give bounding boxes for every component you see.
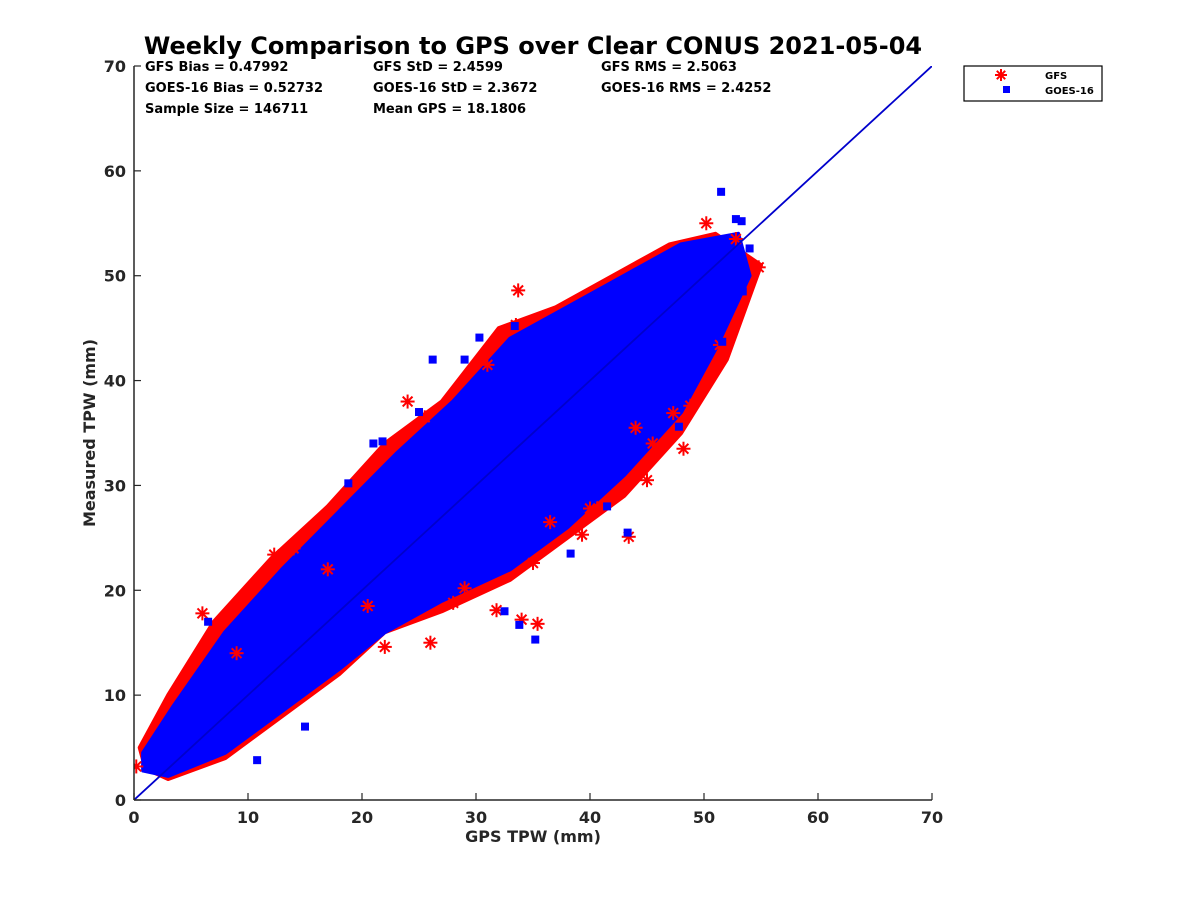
gfs-point bbox=[575, 527, 590, 542]
stat-goes16-bias: GOES-16 Bias = 0.52732 bbox=[145, 81, 323, 96]
stat-mean-gps: Mean GPS = 18.1806 bbox=[373, 102, 526, 117]
stat-gfs-rms: GFS RMS = 2.5063 bbox=[601, 60, 737, 75]
gfs-point bbox=[489, 603, 504, 618]
x-axis-label: GPS TPW (mm) bbox=[465, 827, 601, 846]
goes16-point bbox=[460, 355, 469, 364]
gfs-point bbox=[511, 283, 526, 298]
gfs-point bbox=[640, 473, 654, 488]
gfs-point bbox=[526, 556, 540, 571]
gfs-point bbox=[423, 635, 438, 650]
stat-sample-size: Sample Size = 146711 bbox=[145, 102, 308, 117]
goes16-point bbox=[731, 215, 740, 224]
y-tick-label: 20 bbox=[104, 581, 126, 600]
y-tick-label: 70 bbox=[104, 57, 126, 76]
goes16-point bbox=[531, 635, 540, 644]
gfs-point bbox=[645, 436, 660, 451]
goes16-point bbox=[443, 562, 452, 571]
gfs-point bbox=[446, 595, 461, 610]
y-tick-label: 60 bbox=[104, 162, 126, 181]
goes16-point bbox=[204, 617, 213, 626]
legend-gfs-label: GFS bbox=[1045, 71, 1067, 82]
stat-goes16-std: GOES-16 StD = 2.3672 bbox=[373, 81, 537, 96]
goes16-point-cloud bbox=[141, 231, 752, 778]
gfs-point bbox=[195, 606, 210, 621]
legend-goes16-label: GOES-16 bbox=[1045, 86, 1094, 97]
goes16-point bbox=[737, 217, 746, 226]
y-tick-label: 0 bbox=[115, 791, 126, 810]
plot-area bbox=[134, 66, 932, 800]
gfs-point bbox=[676, 441, 691, 456]
gfs-point bbox=[229, 646, 244, 661]
gfs-point bbox=[134, 759, 144, 774]
x-tick-label: 70 bbox=[921, 808, 943, 827]
gfs-point bbox=[320, 562, 335, 577]
goes16-point bbox=[515, 620, 524, 629]
x-tick-label: 20 bbox=[351, 808, 373, 827]
y-axis-label: Measured TPW (mm) bbox=[80, 339, 99, 527]
y-tick-label: 30 bbox=[104, 476, 126, 495]
x-tick-label: 30 bbox=[465, 808, 487, 827]
goes16-point bbox=[603, 502, 612, 511]
gfs-point bbox=[286, 541, 301, 556]
goes16-point bbox=[301, 722, 309, 731]
goes16-point bbox=[475, 333, 484, 342]
goes16-point bbox=[378, 437, 387, 446]
x-axis-ticks: 0 10 20 30 40 50 60 70 bbox=[128, 793, 943, 827]
gfs-point bbox=[728, 232, 743, 247]
goes16-point bbox=[718, 337, 727, 346]
gfs-point bbox=[267, 547, 282, 562]
legend-box bbox=[963, 65, 1103, 102]
gfs-point bbox=[683, 398, 698, 413]
gfs-point bbox=[666, 406, 681, 421]
stats-annotations: GFS Bias = 0.47992 GFS StD = 2.4599 GFS … bbox=[145, 60, 771, 117]
x-tick-label: 50 bbox=[693, 808, 715, 827]
gfs-point bbox=[628, 420, 643, 435]
stat-gfs-std: GFS StD = 2.4599 bbox=[373, 60, 503, 75]
goes16-point bbox=[566, 549, 575, 558]
gfs-point bbox=[400, 394, 415, 409]
legend-goes16-marker bbox=[1003, 86, 1010, 93]
goes16-point bbox=[500, 607, 509, 616]
stat-goes16-rms: GOES-16 RMS = 2.4252 bbox=[601, 81, 771, 96]
stat-gfs-bias: GFS Bias = 0.47992 bbox=[145, 60, 288, 75]
y-tick-label: 10 bbox=[104, 686, 126, 705]
goes16-point bbox=[344, 479, 353, 488]
gfs-point bbox=[699, 216, 714, 231]
goes16-point bbox=[674, 422, 683, 431]
x-tick-label: 40 bbox=[579, 808, 601, 827]
chart-title: Weekly Comparison to GPS over Clear CONU… bbox=[144, 32, 922, 60]
gfs-point bbox=[360, 599, 375, 614]
legend-gfs-marker bbox=[995, 69, 1007, 81]
one-to-one-line bbox=[134, 66, 932, 800]
x-tick-label: 60 bbox=[807, 808, 829, 827]
gfs-point bbox=[530, 616, 545, 631]
goes16-point bbox=[272, 596, 281, 605]
gfs-point bbox=[377, 639, 392, 654]
goes16-point bbox=[238, 633, 247, 642]
goes16-point bbox=[477, 544, 486, 553]
y-axis-ticks: 0 10 20 30 40 50 60 70 bbox=[104, 57, 141, 810]
gfs-point bbox=[480, 357, 495, 372]
goes16-point bbox=[745, 244, 754, 253]
goes16-point bbox=[428, 355, 437, 364]
legend: GFS GOES-16 bbox=[963, 65, 1103, 102]
gfs-point bbox=[543, 515, 558, 530]
gfs-point bbox=[751, 260, 766, 275]
goes16-point bbox=[253, 756, 262, 765]
gfs-point bbox=[457, 581, 472, 596]
y-tick-label: 50 bbox=[104, 267, 126, 286]
x-tick-label: 10 bbox=[237, 808, 259, 827]
x-tick-label: 0 bbox=[128, 808, 139, 827]
goes16-point bbox=[738, 287, 747, 296]
goes16-point bbox=[415, 408, 423, 417]
gfs-point bbox=[583, 501, 597, 516]
y-tick-label: 40 bbox=[104, 372, 126, 391]
goes16-point bbox=[717, 187, 726, 196]
goes16-point bbox=[623, 528, 632, 537]
goes16-point bbox=[510, 322, 519, 331]
goes16-point bbox=[369, 439, 378, 448]
